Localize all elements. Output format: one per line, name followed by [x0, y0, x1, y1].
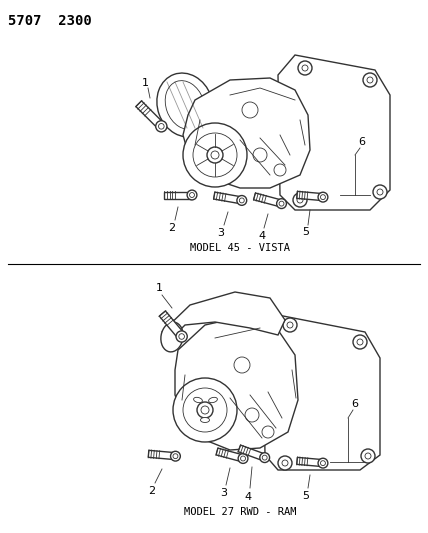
Circle shape — [173, 454, 178, 458]
Circle shape — [353, 335, 367, 349]
Circle shape — [158, 124, 164, 129]
Circle shape — [318, 458, 328, 468]
Circle shape — [187, 190, 197, 200]
Polygon shape — [162, 292, 285, 342]
Polygon shape — [297, 457, 323, 466]
Circle shape — [179, 334, 184, 340]
Circle shape — [278, 456, 292, 470]
Text: 2: 2 — [149, 486, 155, 496]
Circle shape — [242, 102, 258, 118]
Circle shape — [262, 426, 274, 438]
Circle shape — [183, 123, 247, 187]
Text: 3: 3 — [220, 488, 228, 498]
Circle shape — [173, 378, 237, 442]
Circle shape — [276, 199, 286, 208]
Polygon shape — [253, 193, 282, 207]
Circle shape — [237, 196, 247, 205]
Polygon shape — [183, 78, 310, 188]
Circle shape — [318, 192, 328, 202]
Circle shape — [297, 197, 303, 203]
Circle shape — [245, 408, 259, 422]
Polygon shape — [297, 191, 323, 200]
Polygon shape — [136, 101, 164, 129]
Circle shape — [357, 339, 363, 345]
Circle shape — [234, 357, 250, 373]
Text: 5: 5 — [303, 227, 309, 237]
Text: 5: 5 — [303, 491, 309, 501]
Circle shape — [283, 318, 297, 332]
Text: 1: 1 — [155, 283, 163, 293]
Text: 4: 4 — [259, 231, 265, 241]
Circle shape — [238, 454, 248, 463]
Text: 5707  2300: 5707 2300 — [8, 14, 92, 28]
Text: MODEL 45 - VISTA: MODEL 45 - VISTA — [190, 243, 290, 253]
Circle shape — [373, 185, 387, 199]
Circle shape — [156, 120, 167, 132]
Circle shape — [239, 198, 244, 203]
Circle shape — [321, 461, 325, 466]
Circle shape — [365, 453, 371, 459]
Circle shape — [211, 151, 219, 159]
Text: 6: 6 — [351, 399, 359, 409]
Circle shape — [197, 402, 213, 418]
Circle shape — [282, 460, 288, 466]
Circle shape — [253, 148, 267, 162]
Circle shape — [207, 147, 223, 163]
Circle shape — [262, 455, 267, 460]
Circle shape — [287, 322, 293, 328]
Ellipse shape — [200, 417, 209, 423]
Polygon shape — [148, 450, 176, 459]
Ellipse shape — [208, 397, 217, 402]
Ellipse shape — [161, 322, 183, 352]
Polygon shape — [214, 192, 242, 204]
Circle shape — [367, 77, 373, 83]
Circle shape — [183, 388, 227, 432]
Circle shape — [321, 195, 325, 199]
Circle shape — [363, 73, 377, 87]
Text: 2: 2 — [169, 223, 175, 233]
Circle shape — [190, 192, 194, 197]
Circle shape — [377, 189, 383, 195]
Circle shape — [260, 453, 270, 463]
Text: 6: 6 — [359, 137, 366, 147]
Ellipse shape — [165, 80, 205, 130]
Polygon shape — [216, 448, 244, 462]
Ellipse shape — [193, 397, 202, 402]
Text: 3: 3 — [217, 228, 225, 238]
Ellipse shape — [157, 73, 213, 137]
Polygon shape — [238, 445, 266, 461]
Circle shape — [298, 61, 312, 75]
Circle shape — [361, 449, 375, 463]
Circle shape — [274, 164, 286, 176]
Circle shape — [302, 65, 308, 71]
Circle shape — [241, 456, 246, 461]
Circle shape — [279, 201, 284, 206]
Polygon shape — [159, 311, 185, 339]
Text: MODEL 27 RWD - RAM: MODEL 27 RWD - RAM — [184, 507, 296, 517]
Text: 4: 4 — [244, 492, 252, 502]
Circle shape — [170, 451, 180, 461]
Circle shape — [293, 193, 307, 207]
Circle shape — [193, 133, 237, 177]
Polygon shape — [175, 315, 298, 450]
Circle shape — [176, 331, 187, 342]
Circle shape — [201, 406, 209, 414]
Polygon shape — [263, 315, 380, 470]
Polygon shape — [164, 191, 192, 198]
Polygon shape — [278, 55, 390, 210]
Text: 1: 1 — [142, 78, 149, 88]
